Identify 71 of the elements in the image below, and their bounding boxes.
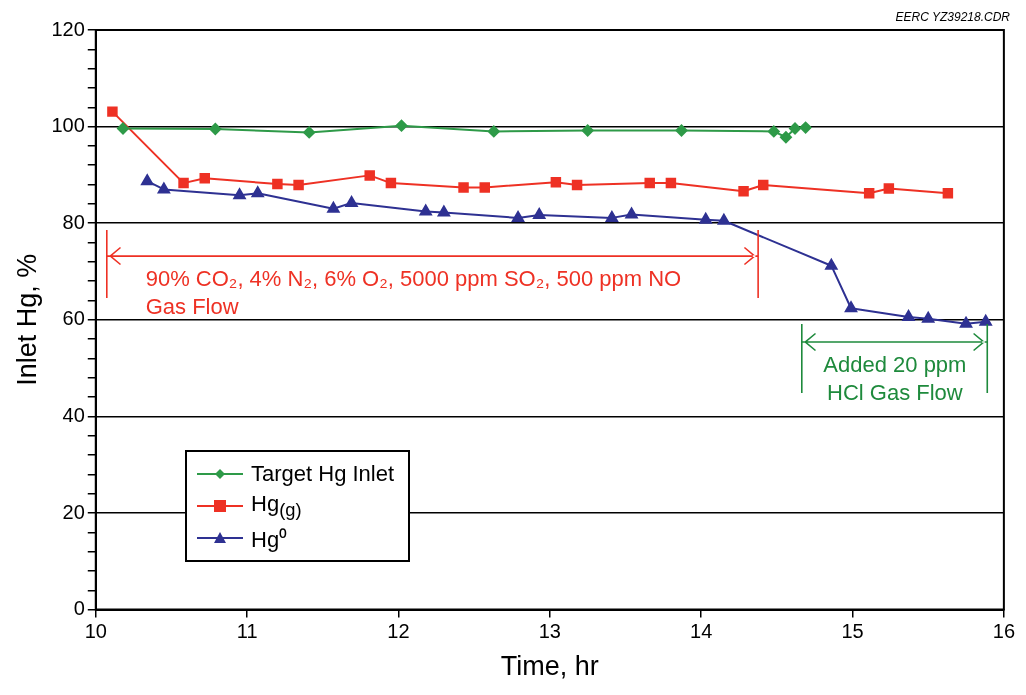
point	[717, 213, 731, 225]
point	[385, 177, 397, 189]
point	[644, 177, 655, 189]
point	[550, 176, 562, 188]
point	[458, 182, 469, 193]
point	[979, 314, 992, 326]
point	[157, 182, 171, 194]
point	[487, 125, 500, 138]
point	[942, 188, 954, 199]
text: EERC YZ39218.CDR	[895, 10, 1010, 24]
point	[675, 124, 688, 137]
point	[902, 309, 915, 321]
point	[293, 179, 304, 191]
x-tick-label: 15	[841, 620, 864, 643]
point	[141, 174, 154, 186]
x-axis-title: Time, hr	[500, 651, 599, 682]
y-tick-label: 40	[62, 403, 85, 426]
point	[767, 125, 780, 138]
point	[922, 311, 935, 323]
y-tick-label: 80	[62, 210, 85, 233]
point	[533, 207, 546, 219]
point	[789, 122, 802, 135]
point	[364, 170, 375, 181]
point	[825, 258, 838, 270]
point	[581, 124, 594, 137]
x-tick-label: 13	[538, 620, 561, 643]
point	[395, 119, 408, 132]
point	[571, 179, 583, 191]
y-axis-title: Inlet Hg, %	[11, 253, 42, 386]
point	[272, 178, 283, 190]
legend-label: Hg⁰	[251, 526, 288, 553]
y-tick-label: 120	[51, 17, 85, 40]
point	[419, 204, 432, 216]
point	[199, 173, 210, 184]
y-tick-label: 0	[73, 597, 85, 620]
point	[511, 210, 525, 222]
point	[233, 188, 246, 200]
point	[959, 316, 973, 328]
point	[799, 121, 812, 134]
point	[117, 122, 130, 135]
legend-label: Target Hg Inlet	[251, 461, 395, 487]
point	[345, 195, 358, 207]
point	[107, 106, 118, 117]
point	[665, 177, 677, 189]
point	[757, 179, 769, 191]
y-tick-label: 60	[62, 307, 85, 330]
x-tick-label: 11	[236, 620, 258, 643]
point	[437, 205, 451, 217]
legend-label: Hg$_{(g)}$	[251, 490, 302, 522]
point	[178, 177, 189, 189]
point	[327, 201, 340, 213]
point	[251, 186, 264, 198]
x-tick-label: 14	[690, 620, 713, 643]
point	[699, 212, 712, 224]
point	[625, 207, 638, 219]
point	[738, 186, 749, 197]
x-tick-label: 10	[84, 620, 107, 643]
x-tick-label: 16	[992, 620, 1015, 643]
annotation: 90% CO₂, 4% N₂, 6% O₂, 5000 ppm SO₂, 500 ppm NO Gas Flow	[145, 264, 683, 321]
point	[209, 123, 222, 136]
x-tick-label: 12	[387, 620, 410, 643]
point	[844, 301, 858, 313]
annotation: Added 20 ppm HCl Gas Flow	[822, 350, 968, 407]
point	[303, 126, 316, 139]
point	[779, 131, 792, 144]
point	[605, 210, 619, 222]
y-tick-label: 100	[51, 114, 85, 137]
point	[479, 182, 490, 193]
point	[863, 188, 875, 199]
point	[883, 183, 895, 194]
y-tick-label: 20	[62, 500, 85, 523]
